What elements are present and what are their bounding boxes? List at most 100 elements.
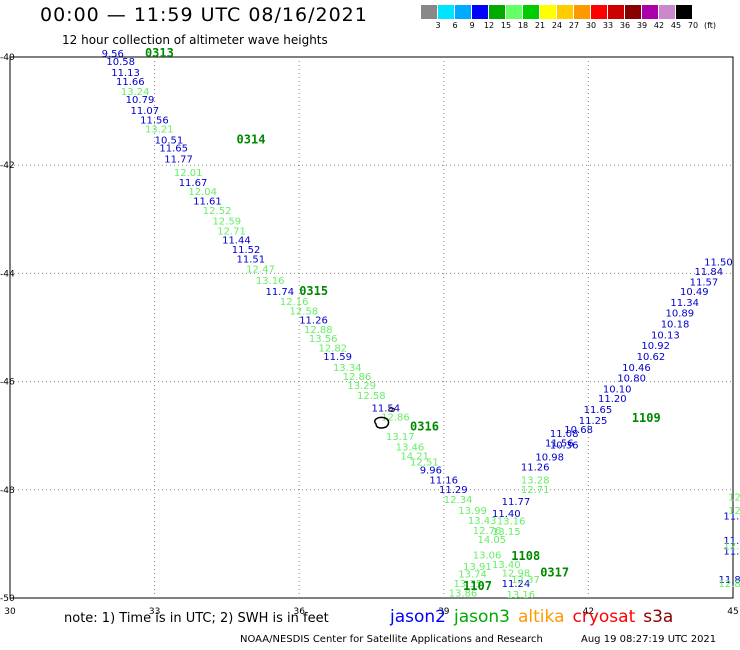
scale-swatch-0 [421, 5, 438, 19]
wave-height-value: 13.16 [256, 276, 285, 287]
wave-height-value: 12.01 [174, 168, 203, 179]
wave-height-value: 10.46 [622, 363, 651, 374]
wave-height-value: 11.56 [545, 439, 574, 450]
wave-height-value: 11.59 [323, 352, 352, 363]
lon-label: 45 [727, 607, 738, 617]
satellite-altika: altika [518, 607, 565, 627]
wave-height-value: 12.04 [188, 187, 217, 198]
wave-height-value: 11.77 [164, 154, 193, 165]
scale-swatch-11 [608, 5, 625, 19]
satellite-jason2: jason2 [390, 607, 446, 627]
wave-height-value: 11.84 [694, 267, 723, 278]
wave-height-value: 13.46 [396, 442, 425, 453]
scale-label: 45 [670, 21, 682, 30]
wave-height-value: 10.80 [617, 374, 646, 385]
wave-height-value: 11.51 [237, 255, 266, 266]
island-shape [373, 416, 390, 429]
scale-swatch-7 [540, 5, 557, 19]
scale-swatch-13 [642, 5, 659, 19]
lat-label: -42 [0, 161, 15, 171]
scale-label: 30 [585, 21, 597, 30]
wave-height-value: 12. [728, 506, 740, 517]
wave-height-value: 13.43 [468, 516, 497, 527]
lon-label: 30 [4, 607, 16, 617]
wave-height-value: 10.36 [550, 441, 579, 452]
pass-time-label: 0316 [410, 419, 439, 433]
scale-swatch-1 [438, 5, 455, 19]
wave-height-value: 12.71 [217, 226, 246, 237]
wave-height-value: 11.67 [179, 178, 208, 189]
credit-line: NOAA/NESDIS Center for Satellite Applica… [240, 634, 543, 645]
wave-height-value: 10.51 [155, 136, 184, 147]
map-frame [9, 56, 734, 599]
wave-height-value: 11.20 [598, 394, 627, 405]
lon-label: 36 [293, 607, 305, 617]
scale-swatch-2 [455, 5, 472, 19]
scale-label: 9 [469, 21, 475, 30]
lat-label: -50 [0, 594, 15, 604]
scale-swatch-15 [676, 5, 693, 19]
wave-height-value: 11.08 [723, 536, 740, 547]
pass-time-label: 1108 [511, 549, 540, 563]
wave-height-value: 10.92 [641, 341, 670, 352]
wave-height-value: 12.47 [246, 264, 275, 275]
lat-label: -48 [0, 486, 15, 496]
wave-height-value: 11.66 [116, 77, 145, 88]
scale-swatch-10 [591, 5, 608, 19]
wave-height-value: 12.82 [318, 343, 347, 354]
scale-label: 33 [602, 21, 614, 30]
wave-height-value: 13.06 [473, 551, 502, 562]
units-note: note: 1) Time is in UTC; 2) SWH is in fe… [64, 611, 329, 626]
wave-height-value: 13.29 [347, 381, 376, 392]
wave-height-value: 11.16 [429, 475, 458, 486]
scale-label: 70 [687, 21, 699, 30]
pass-time-label: 0315 [299, 284, 328, 298]
pass-time-label: 0317 [540, 565, 569, 579]
scale-label: 21 [534, 21, 546, 30]
lon-label: 42 [583, 607, 594, 617]
wave-height-value: 14.21 [400, 452, 429, 463]
axis-labels: 30 33 36 39 42 45 -40 -42 -44 -46 -48 -50 [0, 53, 739, 617]
wave-height-value: 13.28 [521, 475, 550, 486]
wave-height-value: 13.15 [492, 527, 521, 538]
satellite-cryosat: cryosat [572, 607, 636, 627]
wave-height-value: 9.96 [420, 466, 442, 477]
wave-height-value: 12.88 [304, 325, 333, 336]
wave-height-value: 14.05 [478, 535, 507, 546]
scale-swatch-12 [625, 5, 642, 19]
scale-label: 12 [483, 21, 495, 30]
wave-height-value: 12.37 [511, 575, 540, 586]
wave-height-value: 10.98 [535, 453, 564, 464]
wave-height-value: 10.18 [661, 320, 690, 331]
wave-height-value: 12.16 [280, 297, 309, 308]
lat-label: -46 [0, 378, 15, 388]
page-subtitle: 12 hour collection of altimeter wave hei… [62, 33, 328, 47]
pass-time-label: 1109 [632, 411, 661, 425]
scale-label: 36 [619, 21, 631, 30]
wave-height-value: 11.56 [140, 116, 169, 127]
lat-label: -40 [0, 53, 15, 63]
wave-height-value: 13.17 [386, 432, 415, 443]
track-jason3: 13.2413.2112.0112.0412.5212.5912.7112.47… [121, 87, 740, 601]
wave-height-value: 11.26 [521, 462, 550, 473]
wave-height-value: 11.52 [232, 245, 261, 256]
wave-height-value: 11.93 [723, 512, 740, 523]
wave-height-value: 13.16 [506, 590, 535, 601]
wave-height-value: 11.65 [159, 144, 188, 155]
wave-height-value: 11.26 [299, 316, 328, 327]
wave-height-value: 12.51 [410, 457, 439, 468]
wave-height-value: 11.29 [439, 485, 468, 496]
wave-height-value: 11.44 [222, 236, 251, 247]
wave-height-value: 11.40 [492, 509, 521, 520]
scale-label: (ft) [703, 21, 717, 30]
wave-height-value: 13.34 [333, 363, 362, 374]
wave-height-value: 11.25 [579, 416, 608, 427]
wave-height-value: 12.86 [381, 413, 410, 424]
wave-height-value: 11.77 [502, 497, 531, 508]
wave-height-value: 10.79 [126, 95, 155, 106]
wave-height-value: 11.08 [550, 429, 579, 440]
wave-height-value: 11.65 [584, 405, 613, 416]
wave-height-value: 13.21 [145, 125, 174, 136]
scale-label: 39 [636, 21, 648, 30]
